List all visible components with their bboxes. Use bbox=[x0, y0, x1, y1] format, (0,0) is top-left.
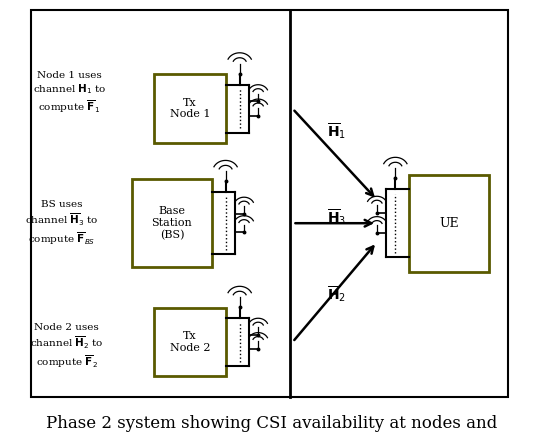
FancyBboxPatch shape bbox=[132, 179, 212, 267]
Text: Node 1 uses
channel $\mathbf{H}_1$ to
compute $\mathbf{\overline{F}}_1$: Node 1 uses channel $\mathbf{H}_1$ to co… bbox=[33, 71, 106, 115]
Text: Base
Station
(BS): Base Station (BS) bbox=[152, 206, 193, 240]
FancyBboxPatch shape bbox=[154, 308, 226, 376]
Text: $\mathbf{\overline{H}}_2$: $\mathbf{\overline{H}}_2$ bbox=[326, 284, 345, 304]
Text: Tx
Node 1: Tx Node 1 bbox=[170, 98, 210, 119]
Text: Node 2 uses
channel $\mathbf{\overline{H}}_2$ to
compute $\mathbf{\overline{F}}_: Node 2 uses channel $\mathbf{\overline{H… bbox=[30, 323, 104, 370]
Text: UE: UE bbox=[439, 217, 459, 230]
FancyBboxPatch shape bbox=[409, 175, 489, 272]
Text: Phase 2 system showing CSI availability at nodes and: Phase 2 system showing CSI availability … bbox=[46, 415, 498, 432]
Text: $\mathbf{\overline{H}}_1$: $\mathbf{\overline{H}}_1$ bbox=[326, 121, 345, 141]
FancyBboxPatch shape bbox=[154, 75, 226, 143]
Text: Tx
Node 2: Tx Node 2 bbox=[170, 332, 210, 353]
Text: BS uses
channel $\mathbf{\overline{H}}_3$ to
compute $\mathbf{\overline{F}}_{BS}: BS uses channel $\mathbf{\overline{H}}_3… bbox=[25, 200, 98, 247]
Text: $\mathbf{\overline{H}}_3$: $\mathbf{\overline{H}}_3$ bbox=[326, 207, 345, 226]
